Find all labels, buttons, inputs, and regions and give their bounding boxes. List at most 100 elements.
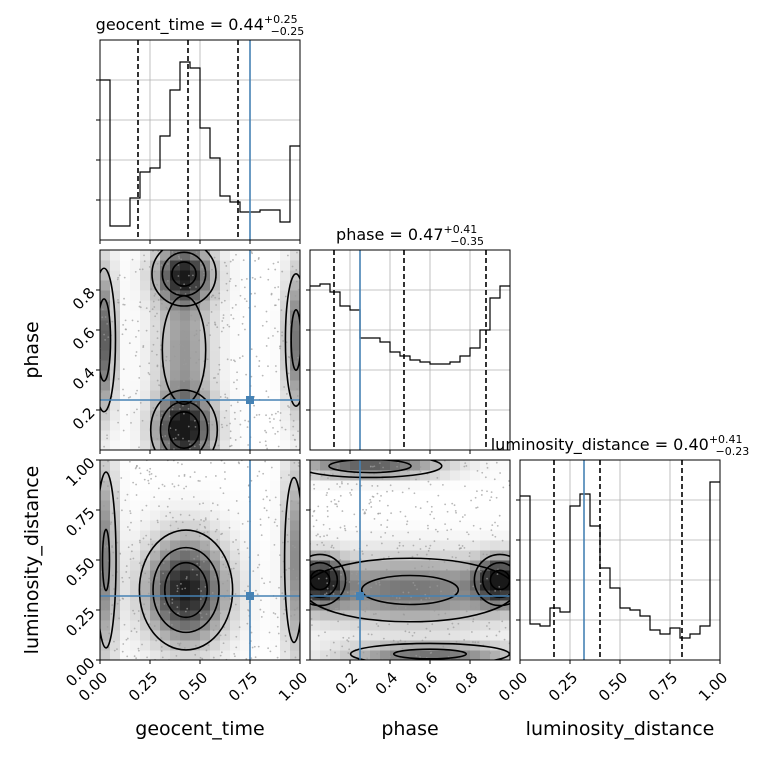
density-cell: [370, 480, 381, 491]
scatter-point: [111, 574, 114, 577]
scatter-point: [165, 359, 167, 362]
density-cell: [470, 650, 481, 660]
scatter-point: [156, 337, 159, 340]
scatter-point: [187, 425, 190, 428]
density-cell: [180, 540, 191, 551]
density-cell: [380, 610, 391, 621]
density-cell: [160, 400, 171, 411]
scatter-point: [121, 576, 124, 579]
density-cell: [310, 610, 321, 621]
density-cell: [340, 600, 351, 611]
scatter-point: [287, 372, 290, 375]
scatter-point: [239, 409, 242, 412]
scatter-point: [246, 547, 249, 549]
density-cell: [450, 530, 461, 541]
scatter-point: [330, 546, 333, 549]
density-cell: [490, 520, 501, 531]
scatter-point: [472, 620, 474, 623]
density-cell: [130, 330, 141, 341]
scatter-point: [360, 484, 363, 487]
scatter-point: [194, 653, 197, 656]
scatter-point: [258, 413, 261, 416]
scatter-point: [126, 493, 129, 496]
density-cell: [100, 580, 111, 591]
scatter-point: [254, 305, 256, 308]
scatter-point: [429, 586, 431, 589]
density-cell: [220, 300, 231, 311]
density-cell: [290, 380, 300, 391]
density-cell: [230, 620, 241, 631]
scatter-point: [310, 618, 313, 620]
scatter-point: [277, 445, 280, 448]
density-cell: [350, 480, 361, 491]
scatter-point: [313, 483, 315, 486]
density-cell: [220, 490, 231, 501]
density-cell: [400, 610, 411, 621]
density-cell: [140, 510, 151, 521]
density-cell: [240, 400, 251, 411]
scatter-point: [122, 368, 125, 371]
x-tick-label: 0.25: [545, 669, 581, 705]
scatter-point: [503, 638, 506, 641]
density-cell: [270, 290, 281, 301]
scatter-point: [125, 638, 128, 641]
scatter-point: [365, 544, 368, 547]
scatter-point: [365, 607, 368, 609]
scatter-point: [466, 569, 469, 571]
density-cell: [250, 580, 261, 591]
scatter-point: [183, 647, 186, 649]
density-cell: [250, 250, 261, 261]
density-cell: [280, 250, 291, 261]
scatter-point: [292, 425, 295, 428]
contour-line: [328, 460, 412, 474]
scatter-point: [221, 556, 224, 559]
density-cell: [170, 370, 181, 381]
density-cell: [260, 540, 271, 551]
density-cell: [140, 520, 151, 531]
scatter-point: [143, 603, 145, 606]
scatter-point: [416, 553, 419, 556]
density-cell: [100, 380, 111, 391]
density-cell: [470, 510, 481, 521]
density-cell: [250, 420, 261, 431]
density-cell: [460, 620, 471, 631]
scatter-point: [179, 408, 181, 410]
density-cell: [210, 330, 221, 341]
density-cell: [250, 490, 261, 501]
density-cell: [260, 340, 271, 351]
scatter-point: [414, 567, 416, 570]
density-cell: [420, 630, 431, 641]
density-cell: [420, 570, 431, 581]
density-cell: [440, 610, 451, 621]
density-cell: [160, 510, 171, 521]
scatter-point: [236, 379, 238, 381]
density-cell: [320, 490, 331, 501]
scatter-point: [182, 404, 184, 407]
scatter-point: [275, 645, 278, 648]
scatter-point: [398, 577, 401, 580]
scatter-point: [336, 505, 339, 508]
density-cell: [270, 370, 281, 381]
density-cell: [100, 290, 111, 301]
density-cell: [240, 460, 251, 471]
density-cell: [210, 400, 221, 411]
scatter-point: [111, 512, 114, 515]
scatter-point: [377, 625, 380, 627]
density-cell: [130, 380, 141, 391]
scatter-point: [226, 579, 229, 582]
scatter-point: [106, 434, 108, 437]
density-cell: [140, 580, 151, 591]
scatter-point: [213, 551, 215, 554]
density-cell: [130, 520, 141, 531]
density-cell: [140, 530, 151, 541]
scatter-point: [465, 650, 468, 653]
scatter-point: [226, 358, 229, 361]
density-cell: [240, 410, 251, 421]
scatter-point: [211, 268, 213, 271]
density-cell: [200, 610, 211, 621]
scatter-point: [197, 587, 200, 590]
scatter-point: [142, 345, 145, 347]
scatter-point: [277, 286, 280, 288]
scatter-point: [194, 644, 197, 647]
density-cell: [190, 280, 201, 291]
